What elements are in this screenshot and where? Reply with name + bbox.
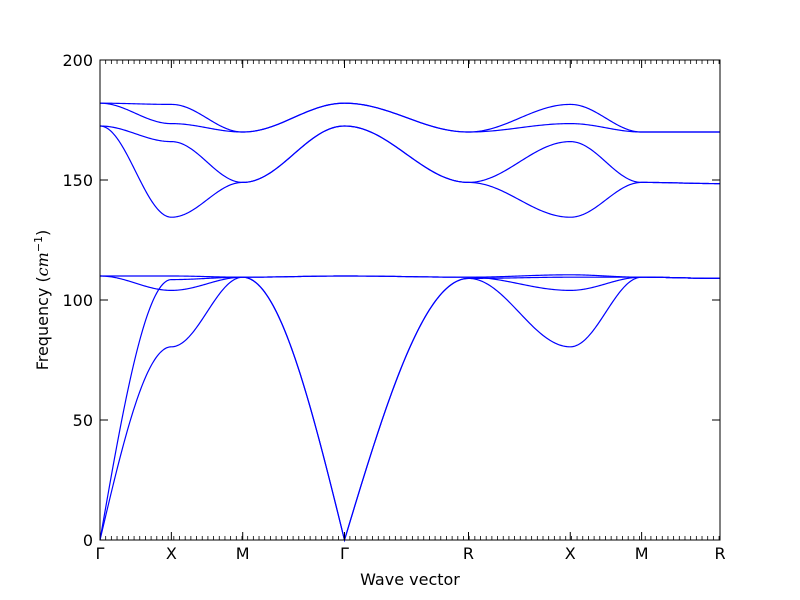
x-tick-label: R	[714, 544, 725, 563]
y-axis-label-unit: cm	[33, 252, 52, 276]
y-axis-label-close: )	[33, 230, 52, 236]
phonon-branch-1	[99, 276, 720, 543]
x-tick-label: Γ	[340, 544, 349, 563]
y-tick-label: 50	[73, 411, 93, 430]
y-axis-label-text: Frequency (	[33, 276, 52, 370]
y-tick-label: 200	[62, 51, 93, 70]
phonon-branch-8	[99, 102, 720, 133]
phonon-branch-6	[99, 125, 720, 218]
x-tick-label: M	[236, 544, 250, 563]
y-tick-label: 0	[83, 531, 93, 550]
tick-layer	[99, 59, 721, 541]
y-axis-label: Frequency (cm−1)	[32, 230, 53, 371]
x-tick-label: X	[565, 544, 576, 563]
phonon-branch-5	[99, 125, 720, 185]
phonon-branch-7	[100, 102, 720, 133]
x-tick-label: X	[166, 544, 177, 563]
series-layer	[99, 102, 720, 543]
plot-frame	[99, 59, 721, 541]
phonon-branch-4	[99, 275, 720, 292]
y-tick-label: 100	[62, 291, 93, 310]
x-tick-label: Γ	[96, 544, 105, 563]
tick-label-layer: Γ X M Γ R X M R 0 50 100 150 200	[62, 51, 725, 563]
x-tick-label: R	[463, 544, 474, 563]
phonon-branch-2	[99, 276, 720, 543]
x-axis-label: Wave vector	[360, 570, 460, 589]
y-tick-label: 150	[62, 171, 93, 190]
y-axis-label-exponent: −1	[32, 236, 45, 252]
x-tick-label: M	[635, 544, 649, 563]
